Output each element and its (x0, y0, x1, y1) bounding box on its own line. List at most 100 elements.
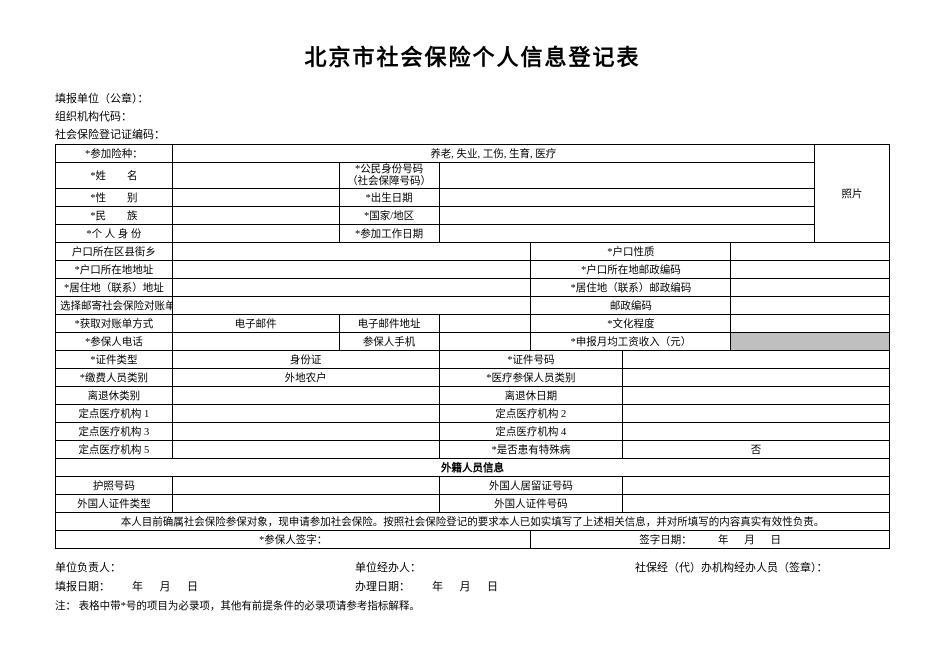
hukou-district-value (172, 243, 531, 261)
unit-handler: 单位经办人： (355, 559, 635, 575)
email-address-value (439, 315, 531, 333)
ethnicity-value (172, 207, 339, 225)
hukou-address-label: *户口所在地地址 (56, 261, 173, 279)
education-label: *文化程度 (531, 315, 731, 333)
medical-insured-type-label: *医疗参保人员类别 (439, 369, 622, 387)
insurance-types-label: *参加险种： (56, 145, 173, 163)
hosp3-label: 定点医疗机构 3 (56, 423, 173, 441)
special-disease-value: 否 (623, 441, 890, 459)
d1: 日 (187, 581, 198, 593)
passport-label: 护照号码 (56, 477, 173, 495)
hosp2-label: 定点医疗机构 2 (439, 405, 622, 423)
name-value (172, 163, 339, 189)
mail-bill-address-label: 选择邮寄社会保险对账单地址 (56, 297, 173, 315)
retire-type-value (172, 387, 439, 405)
foreign-cert-no-label: 外国人证件号码 (439, 495, 622, 513)
hosp3-value (172, 423, 439, 441)
note-prefix: 注： (55, 601, 76, 612)
retire-type-label: 离退休类别 (56, 387, 173, 405)
org-code-line: 组织机构代码： (55, 108, 890, 124)
ssn-reg-line: 社会保险登记证编码： (55, 126, 890, 142)
handle-date-label: 办理日期： (355, 581, 410, 593)
d2: 日 (487, 581, 498, 593)
hosp4-value (623, 423, 890, 441)
work-date-value (439, 225, 814, 243)
identity-value (172, 225, 339, 243)
month-char: 月 (744, 535, 755, 546)
bill-method-value: 电子邮件 (172, 315, 339, 333)
gender-label: *性 别 (56, 189, 173, 207)
residence-address-label: *居住地（联系）地址 (56, 279, 173, 297)
foreign-cert-type-value (172, 495, 439, 513)
cert-type-label: *证件类型 (56, 351, 173, 369)
mail-bill-address-value (172, 297, 531, 315)
ethnicity-label: *民 族 (56, 207, 173, 225)
cert-no-value (623, 351, 890, 369)
work-date-label: *参加工作日期 (339, 225, 439, 243)
photo-cell: 照片 (814, 145, 889, 243)
registration-table: *参加险种： 养老, 失业, 工伤, 生育, 医疗 照片 *姓 名 *公民身份号… (55, 144, 890, 549)
foreign-section-header: 外籍人员信息 (56, 459, 890, 477)
note-text: 表格中带*号的项目为必录项，其他有前提条件的必录项请参考指标解释。 (79, 601, 420, 612)
residence-permit-value (623, 477, 890, 495)
identity-label: *个 人 身 份 (56, 225, 173, 243)
retire-date-value (623, 387, 890, 405)
citizen-id-label: *公民身份号码（社会保障号码） (339, 163, 439, 189)
nation-value (439, 207, 814, 225)
residence-postcode-value (731, 279, 890, 297)
name-label: *姓 名 (56, 163, 173, 189)
hukou-nature-value (731, 243, 890, 261)
hukou-postcode-value (731, 261, 890, 279)
y2: 年 (432, 581, 443, 593)
sign-date-cell: 签字日期： 年 月 日 (531, 531, 890, 549)
sign-label: *参保人签字： (56, 531, 531, 549)
special-disease-label: *是否患有特殊病 (439, 441, 622, 459)
hosp5-label: 定点医疗机构 5 (56, 441, 173, 459)
mail-postcode-label: 邮政编码 (531, 297, 731, 315)
cert-no-label: *证件号码 (439, 351, 622, 369)
mail-postcode-value (731, 297, 890, 315)
nation-label: *国家/地区 (339, 207, 439, 225)
residence-address-value (172, 279, 531, 297)
bill-method-label: *获取对账单方式 (56, 315, 173, 333)
m2: 月 (460, 581, 471, 593)
handle-date: 办理日期： 年 月 日 (355, 578, 635, 594)
hosp2-value (623, 405, 890, 423)
citizen-id-value (439, 163, 814, 189)
insured-mobile-value (439, 333, 531, 351)
residence-postcode-label: *居住地（联系）邮政编码 (531, 279, 731, 297)
avg-salary-value (731, 333, 890, 351)
hukou-district-label: 户口所在区县街乡 (56, 243, 173, 261)
unit-head: 单位负责人： (55, 559, 355, 575)
gender-value (172, 189, 339, 207)
residence-permit-label: 外国人居留证号码 (439, 477, 622, 495)
medical-insured-type-value (623, 369, 890, 387)
y1: 年 (132, 581, 143, 593)
sign-date-label: 签字日期： (639, 535, 692, 546)
birth-label: *出生日期 (339, 189, 439, 207)
cert-type-value: 身份证 (172, 351, 439, 369)
payer-type-label: *缴费人员类别 (56, 369, 173, 387)
insured-phone-label: *参保人电话 (56, 333, 173, 351)
insured-mobile-label: 参保人手机 (339, 333, 439, 351)
statement: 本人目前确属社会保险参保对象，现申请参加社会保险。按照社会保险登记的要求本人已如… (56, 513, 890, 531)
day-char: 日 (771, 535, 782, 546)
footer-block: 单位负责人： 单位经办人： 社保经（代）办机构经办人员（签章）： 填报日期： 年… (55, 559, 890, 613)
email-address-label: 电子邮件地址 (339, 315, 439, 333)
hukou-address-value (172, 261, 531, 279)
year-char: 年 (718, 535, 729, 546)
hukou-nature-label: *户口性质 (531, 243, 731, 261)
retire-date-label: 离退休日期 (439, 387, 622, 405)
insurance-types-value: 养老, 失业, 工伤, 生育, 医疗 (172, 145, 814, 163)
passport-value (172, 477, 439, 495)
foreign-cert-type-label: 外国人证件类型 (56, 495, 173, 513)
form-title: 北京市社会保险个人信息登记表 (55, 40, 890, 72)
foreign-cert-no-value (623, 495, 890, 513)
payer-type-value: 外地农户 (172, 369, 439, 387)
m1: 月 (160, 581, 171, 593)
hukou-postcode-label: *户口所在地邮政编码 (531, 261, 731, 279)
hosp5-value (172, 441, 439, 459)
agency-handler: 社保经（代）办机构经办人员（签章）： (635, 559, 828, 575)
note-line: 注： 表格中带*号的项目为必录项，其他有前提条件的必录项请参考指标解释。 (55, 598, 890, 613)
avg-salary-label: *申报月均工资收入（元） (531, 333, 731, 351)
